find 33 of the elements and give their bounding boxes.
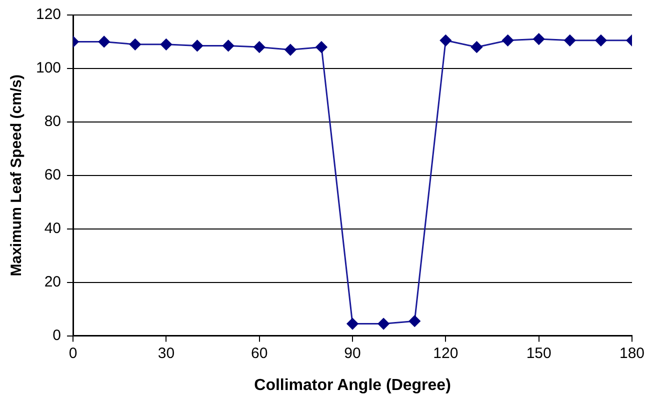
x-tick-label: 150 [526,344,552,362]
y-tick-label: 120 [36,6,62,24]
point [129,38,141,50]
y-tick-label: 0 [52,326,62,344]
point [564,34,576,46]
x-tick-label: 30 [158,344,175,362]
x-tick-label: 180 [619,344,645,362]
y-tick-label: 20 [44,273,62,290]
point [502,34,514,46]
x-tick-label: 60 [251,344,268,362]
y-tick-label: 80 [44,113,62,130]
point [408,315,420,327]
point [595,34,607,46]
point [98,36,110,48]
point [222,40,234,52]
x-tick-label: 90 [344,344,361,362]
point [160,38,172,50]
x-axis-title: Collimator Angle (Degree) [254,376,451,394]
y-axis-title: Maximum Leaf Speed (cm/s) [8,74,26,276]
y-tick-label: 40 [44,220,62,238]
point [316,41,328,53]
point [378,318,390,330]
point [470,41,482,53]
point [440,34,452,46]
x-tick-label: 0 [68,344,78,362]
point [346,318,358,330]
y-tick-label: 60 [44,166,62,184]
point [284,44,296,56]
point [254,41,266,53]
point [533,33,545,45]
point [191,40,203,52]
x-tick-label: 120 [433,344,458,362]
y-tick-label: 100 [36,60,62,77]
